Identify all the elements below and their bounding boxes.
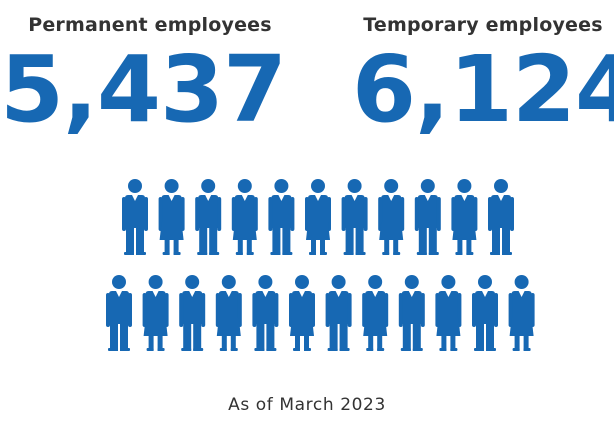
man-icon xyxy=(414,179,441,255)
woman-icon xyxy=(508,275,535,351)
man-icon xyxy=(472,275,498,351)
employee-pictogram xyxy=(0,178,614,360)
woman-icon xyxy=(215,275,242,351)
woman-icon xyxy=(231,179,258,255)
man-icon xyxy=(325,275,352,351)
man-icon xyxy=(252,275,279,351)
temporary-employees-value: 6,124 xyxy=(352,36,614,143)
woman-icon xyxy=(451,179,478,255)
man-icon xyxy=(106,275,132,351)
permanent-employees-label: Permanent employees xyxy=(28,14,272,36)
man-icon xyxy=(341,179,368,255)
people-icons xyxy=(106,179,535,351)
temporary-employees-label: Temporary employees xyxy=(363,14,603,36)
woman-icon xyxy=(435,275,462,351)
as-of-date: As of March 2023 xyxy=(228,395,386,415)
woman-icon xyxy=(305,179,331,255)
temporary-employees-stat: Temporary employees 6,124 xyxy=(352,0,614,138)
man-icon xyxy=(268,179,295,255)
woman-icon xyxy=(362,275,389,351)
man-icon xyxy=(398,275,425,351)
woman-icon xyxy=(289,275,315,351)
man-icon xyxy=(195,179,222,255)
man-icon xyxy=(179,275,206,351)
man-icon xyxy=(122,179,148,255)
woman-icon xyxy=(378,179,405,255)
permanent-employees-value: 5,437 xyxy=(0,36,287,143)
woman-icon xyxy=(142,275,169,351)
man-icon xyxy=(488,179,514,255)
woman-icon xyxy=(158,179,185,255)
permanent-employees-stat: Permanent employees 5,437 xyxy=(0,0,300,138)
